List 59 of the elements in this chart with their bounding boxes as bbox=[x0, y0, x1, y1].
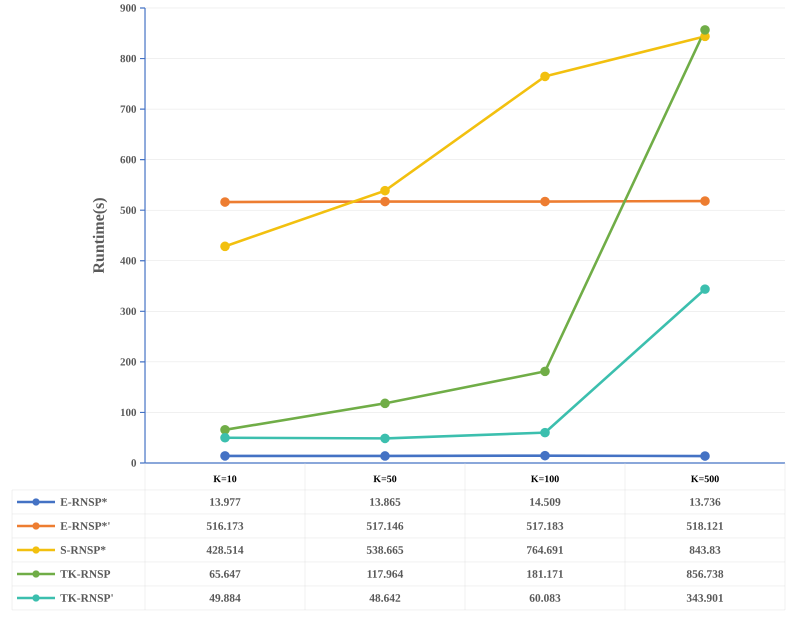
point bbox=[700, 196, 710, 206]
point bbox=[700, 25, 710, 35]
data-label: 60.083 bbox=[530, 594, 560, 602]
data-label: 517.146 bbox=[366, 522, 404, 530]
data-label: 13.977 bbox=[210, 498, 240, 506]
data-label: 65.647 bbox=[210, 570, 240, 578]
data-label: 181.171 bbox=[527, 570, 564, 578]
data-label: 428.514 bbox=[206, 546, 244, 554]
legend-label: S-RNSP* bbox=[60, 546, 106, 554]
data-label: 49.884 bbox=[209, 594, 241, 602]
point bbox=[540, 72, 550, 82]
y-tick-label: 600 bbox=[120, 156, 136, 164]
point bbox=[220, 425, 230, 435]
y-tick-label: 100 bbox=[120, 408, 136, 416]
legend-label: TK-RNSP bbox=[60, 570, 110, 578]
y-tick-label: 500 bbox=[120, 206, 136, 214]
data-label: 343.901 bbox=[686, 594, 724, 602]
legend-label: TK-RNSP' bbox=[60, 594, 113, 602]
point bbox=[540, 428, 550, 438]
data-label: 117.964 bbox=[368, 570, 404, 578]
y-tick-label: 200 bbox=[120, 358, 136, 366]
data-label: 14.509 bbox=[530, 498, 560, 506]
legend-label: E-RNSP* bbox=[60, 498, 107, 506]
data-label: 538.665 bbox=[366, 546, 404, 554]
point bbox=[540, 366, 550, 376]
point bbox=[380, 196, 390, 206]
data-label: 856.738 bbox=[686, 570, 724, 578]
point bbox=[380, 398, 390, 408]
y-tick-label: 300 bbox=[120, 308, 136, 316]
point bbox=[380, 434, 390, 444]
point bbox=[220, 242, 230, 252]
point bbox=[700, 284, 710, 294]
point bbox=[380, 186, 390, 196]
data-label: 13.736 bbox=[690, 498, 720, 506]
data-label: 517.183 bbox=[526, 522, 564, 530]
data-label: 516.173 bbox=[206, 522, 244, 530]
y-tick-label: 700 bbox=[120, 105, 136, 113]
y-tick-label: 400 bbox=[120, 257, 136, 264]
x-tick-label: K=10 bbox=[213, 476, 236, 482]
point bbox=[540, 196, 550, 206]
data-label: 518.121 bbox=[686, 522, 724, 530]
x-tick-label: K=500 bbox=[690, 476, 719, 482]
data-label: 843.83 bbox=[690, 546, 720, 554]
point bbox=[540, 450, 550, 460]
point bbox=[380, 451, 390, 461]
y-tick-label: 900 bbox=[120, 4, 136, 12]
y-axis-title: Runtime(s) bbox=[92, 198, 108, 274]
y-tick-label: 0 bbox=[131, 459, 136, 467]
legend-label: E-RNSP*' bbox=[60, 522, 110, 530]
point bbox=[220, 197, 230, 207]
data-label: 13.865 bbox=[370, 498, 400, 506]
x-tick-label: K=50 bbox=[373, 476, 396, 482]
point bbox=[220, 451, 230, 461]
x-tick-label: K=100 bbox=[530, 476, 559, 482]
data-label: 48.642 bbox=[369, 594, 400, 602]
data-label: 764.691 bbox=[527, 546, 564, 554]
point bbox=[220, 432, 230, 443]
y-tick-label: 800 bbox=[120, 54, 136, 62]
point bbox=[700, 451, 710, 461]
